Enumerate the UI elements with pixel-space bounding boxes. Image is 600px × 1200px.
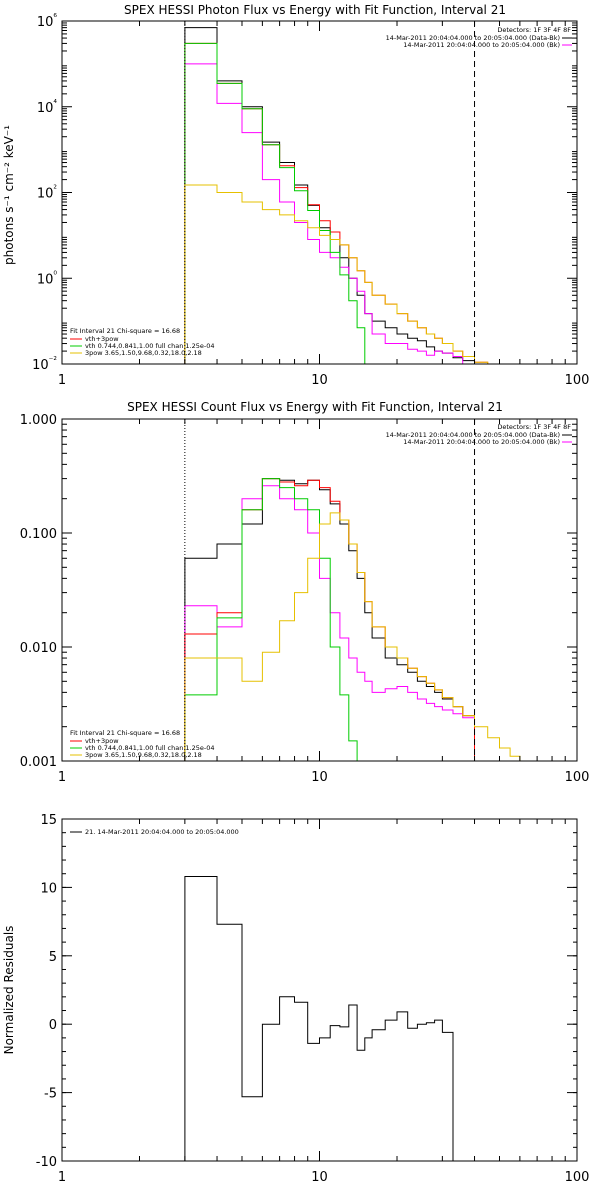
legend-detectors: Detectors: 1F 3F 4F 8F <box>497 26 571 34</box>
y-tick-exponent: ⁻² <box>49 356 58 366</box>
y-tick-label: 15 <box>40 813 57 828</box>
fit-legend-header: Fit Interval 21 Chi-square = 16.68 <box>70 327 180 335</box>
photon-flux-panel: SPEX HESSI Photon Flux vs Energy with Fi… <box>2 3 589 388</box>
legend-item-3pow: 3pow 3.65,1.50,9.68,0.32,18.0,2.18 <box>85 751 202 759</box>
chart-title: SPEX HESSI Count Flux vs Energy with Fit… <box>127 400 503 414</box>
y-tick-exponent: ⁶ <box>53 13 57 23</box>
x-tick-label: 1 <box>58 770 66 785</box>
y-ticks: 10⁻² 10⁰ 10² 10⁴ 10⁶ <box>32 13 577 373</box>
series-layer <box>184 478 533 761</box>
series-3pow-3-65-1-50-9-68-0-32-18-0-2-18 <box>184 184 500 364</box>
y-tick-exponent: ⁴ <box>53 99 57 109</box>
series-layer <box>184 876 454 1161</box>
y-ticks: 0.001 0.010 0.100 1.000 <box>20 413 577 770</box>
legend-item-3pow: 3pow 3.65,1.50,9.68,0.32,18.0,2.18 <box>85 349 202 357</box>
series-vth-0-744-0-841-1-00-full-chan-1-25e-04 <box>184 42 373 364</box>
plot-frame <box>61 818 578 1162</box>
y-tick-label: 10² <box>37 185 58 202</box>
x-ticks: 1 10 100 <box>58 819 590 1185</box>
y-tick-label: 0 <box>49 1018 57 1033</box>
y-axis-label: Normalized Residuals <box>2 926 16 1055</box>
y-tick-label: 0.100 <box>20 527 57 542</box>
y-tick-label: -10 <box>36 1155 57 1170</box>
y-axis-label: photons s⁻¹ cm⁻² keV⁻¹ <box>2 125 16 265</box>
x-tick-label: 100 <box>565 373 590 388</box>
legend-top-left: 21. 14-Mar-2011 20:04:04.000 to 20:05:04… <box>70 828 239 836</box>
x-tick-label: 1 <box>58 373 66 388</box>
legend-bk: 14-Mar-2011 20:04:04.000 to 20:05:04.000… <box>403 438 560 446</box>
series-vth-3pow <box>184 42 500 364</box>
y-tick-exponent: ² <box>53 185 57 195</box>
legend-bottom-left: Fit Interval 21 Chi-square = 16.68 vth+3… <box>70 327 215 357</box>
legend-detectors: Detectors: 1F 3F 4F 8F <box>497 423 571 431</box>
chart-title: SPEX HESSI Photon Flux vs Energy with Fi… <box>124 3 506 17</box>
plot-frame <box>61 20 578 365</box>
x-tick-label: 10 <box>311 1170 328 1185</box>
y-tick-label: 10 <box>40 881 57 896</box>
legend-item-vth3pow: vth+3pow <box>85 737 119 745</box>
vline-layer <box>184 21 476 364</box>
y-tick-label: 10⁶ <box>37 13 58 30</box>
x-tick-label: 10 <box>311 373 328 388</box>
x-ticks: 1 10 100 <box>58 419 590 785</box>
y-tick-label: 0.010 <box>20 641 57 656</box>
series-3pow-3-65-1-50-9-68-0-32-18-0-2-18 <box>184 512 533 761</box>
legend-data-bk: 14-Mar-2011 20:04:04.000 to 20:05:04.000… <box>386 34 560 42</box>
x-tick-label: 10 <box>311 770 328 785</box>
y-tick-label: 0.001 <box>20 755 57 770</box>
y-tick-exponent: ⁰ <box>53 270 57 280</box>
x-ticks: 1 10 100 <box>58 21 590 388</box>
x-tick-label: 100 <box>565 1170 590 1185</box>
series-layer <box>184 27 500 364</box>
x-tick-label: 100 <box>565 770 590 785</box>
legend-bottom-left: Fit Interval 21 Chi-square = 16.68 vth+3… <box>70 729 215 759</box>
legend-top-right: Detectors: 1F 3F 4F 8F 14-Mar-2011 20:04… <box>386 26 572 49</box>
legend-item-vth3pow: vth+3pow <box>85 335 119 343</box>
y-tick-label: 10⁰ <box>37 270 58 287</box>
legend-item-residuals: 21. 14-Mar-2011 20:04:04.000 to 20:05:04… <box>85 828 239 836</box>
series-vth-0-744-0-841-1-00-full-chan-1-25e-04 <box>184 478 365 761</box>
fit-legend-header: Fit Interval 21 Chi-square = 16.68 <box>70 729 180 737</box>
series-21-14-mar-2011-20-04-04-000-to-20-05-04-000 <box>184 876 454 1161</box>
legend-item-vth: vth 0.744,0.841,1.00 full chan 1.25e-04 <box>85 342 215 350</box>
legend-bk: 14-Mar-2011 20:04:04.000 to 20:05:04.000… <box>403 41 560 49</box>
y-ticks: -10 -5 0 5 10 15 <box>36 813 577 1170</box>
y-tick-label: 10⁴ <box>37 99 58 116</box>
series-14-mar-2011-20-04-04-000-to-20-05-04-000-bk <box>184 63 475 364</box>
legend-data-bk: 14-Mar-2011 20:04:04.000 to 20:05:04.000… <box>386 431 560 439</box>
y-tick-label: -5 <box>44 1087 57 1102</box>
series-14-mar-2011-20-04-04-000-to-20-05-04-000-bk <box>184 485 475 761</box>
plot-frame <box>61 418 578 762</box>
legend-item-vth: vth 0.744,0.841,1.00 full chan 1.25e-04 <box>85 744 215 752</box>
vline-layer <box>184 419 476 761</box>
y-tick-label: 10⁻² <box>32 356 57 373</box>
count-flux-panel: SPEX HESSI Count Flux vs Energy with Fit… <box>20 400 590 785</box>
y-tick-label: 5 <box>49 950 57 965</box>
series-14-mar-2011-20-04-04-000-to-20-05-04-000-data-bk <box>184 27 475 364</box>
y-tick-label: 1.000 <box>20 413 57 428</box>
legend-top-right: Detectors: 1F 3F 4F 8F 14-Mar-2011 20:04… <box>386 423 572 446</box>
x-tick-label: 1 <box>58 1170 66 1185</box>
